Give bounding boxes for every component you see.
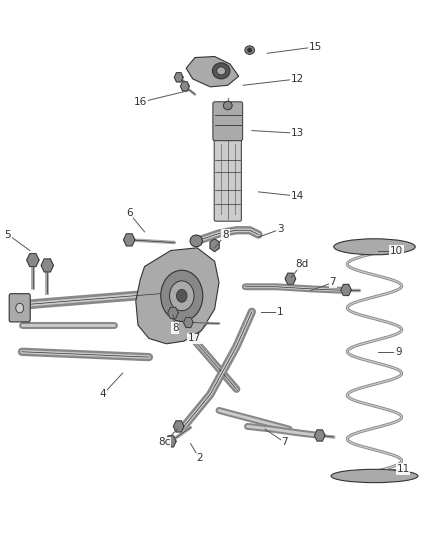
Text: 15: 15 — [309, 42, 322, 52]
Text: 1: 1 — [277, 307, 284, 317]
Circle shape — [177, 289, 187, 302]
Text: 8c: 8c — [158, 438, 170, 447]
Text: 6: 6 — [126, 208, 133, 218]
Polygon shape — [124, 234, 135, 246]
Text: 12: 12 — [291, 74, 304, 84]
Text: 17: 17 — [188, 334, 201, 343]
FancyBboxPatch shape — [214, 137, 241, 221]
Polygon shape — [174, 72, 183, 82]
Text: 16: 16 — [134, 98, 147, 107]
Polygon shape — [180, 82, 189, 91]
Text: 2: 2 — [196, 454, 203, 463]
Text: 13: 13 — [291, 128, 304, 138]
FancyBboxPatch shape — [213, 102, 243, 141]
Text: 5: 5 — [4, 230, 11, 239]
Polygon shape — [184, 317, 193, 328]
Circle shape — [161, 270, 203, 321]
Ellipse shape — [331, 469, 418, 483]
Ellipse shape — [217, 67, 226, 75]
Text: 7: 7 — [281, 438, 288, 447]
Text: 14: 14 — [291, 191, 304, 201]
Text: 10: 10 — [390, 246, 403, 255]
Polygon shape — [186, 56, 239, 87]
Polygon shape — [173, 421, 184, 432]
Ellipse shape — [245, 46, 254, 54]
Ellipse shape — [223, 101, 232, 110]
Text: 11: 11 — [396, 464, 410, 474]
Polygon shape — [41, 259, 53, 272]
Polygon shape — [168, 308, 178, 318]
Polygon shape — [136, 248, 219, 344]
Polygon shape — [27, 254, 39, 266]
Ellipse shape — [247, 48, 252, 52]
FancyBboxPatch shape — [9, 294, 30, 322]
Ellipse shape — [212, 63, 230, 79]
Text: 3: 3 — [277, 224, 284, 234]
Text: 4: 4 — [99, 390, 106, 399]
Text: 8d: 8d — [296, 259, 309, 269]
Ellipse shape — [190, 235, 202, 247]
Polygon shape — [314, 430, 325, 441]
Polygon shape — [285, 273, 296, 284]
Ellipse shape — [334, 239, 415, 255]
Text: 9: 9 — [395, 347, 402, 357]
Polygon shape — [166, 436, 176, 447]
Ellipse shape — [16, 303, 24, 313]
Text: 8: 8 — [172, 323, 179, 333]
Text: 8: 8 — [222, 230, 229, 239]
Polygon shape — [210, 239, 219, 252]
Polygon shape — [341, 285, 351, 295]
Circle shape — [170, 281, 194, 311]
Text: 7: 7 — [329, 278, 336, 287]
